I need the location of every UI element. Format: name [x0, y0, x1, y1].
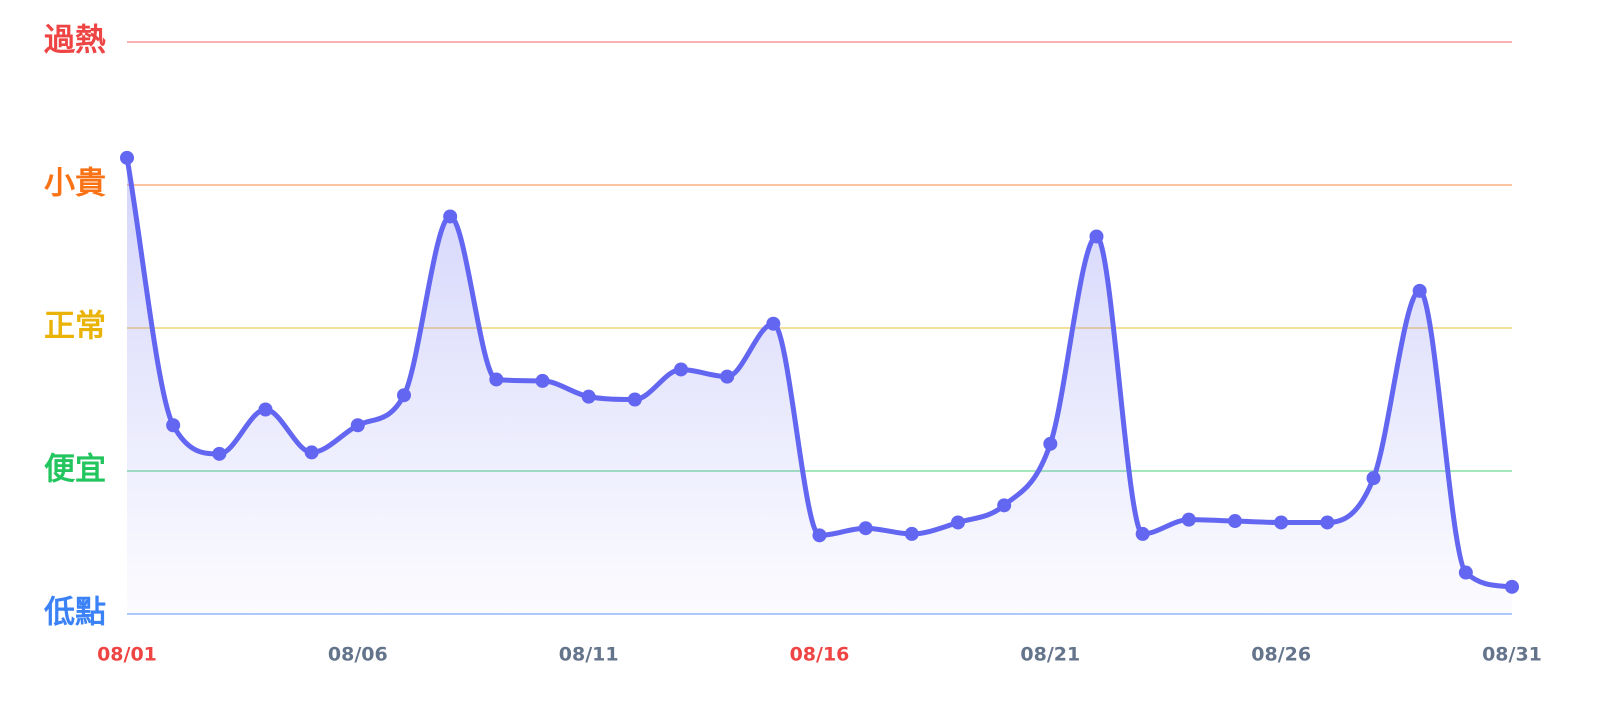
point — [812, 528, 827, 543]
point — [212, 446, 227, 461]
point — [766, 316, 781, 331]
point — [166, 418, 181, 433]
point — [1412, 283, 1427, 298]
point — [120, 150, 134, 165]
y-tick-label: 便宜 — [44, 452, 106, 488]
x-tick-label: 08/16 — [790, 644, 850, 666]
y-tick-label: 過熱 — [44, 23, 106, 59]
point — [1366, 471, 1381, 486]
point — [1181, 512, 1196, 527]
point — [581, 389, 596, 404]
point — [674, 362, 688, 377]
y-tick-label: 小貴 — [44, 166, 106, 202]
point — [1505, 579, 1519, 594]
y-tick-label: 低點 — [43, 595, 106, 631]
x-tick-label: 08/21 — [1020, 644, 1080, 666]
point — [258, 402, 273, 417]
point — [1274, 515, 1289, 530]
point — [489, 372, 504, 387]
x-tick-label: 08/01 — [97, 644, 157, 666]
point — [904, 526, 919, 541]
point — [1135, 526, 1150, 541]
x-tick-label: 08/06 — [328, 644, 388, 666]
point — [627, 392, 642, 407]
point — [443, 209, 458, 224]
point — [997, 498, 1012, 513]
point — [951, 515, 965, 530]
point — [858, 521, 873, 536]
x-tick-label: 08/26 — [1251, 644, 1311, 666]
point — [397, 388, 411, 403]
y-tick-label: 正常 — [44, 309, 106, 345]
point — [350, 418, 365, 433]
area — [127, 157, 1512, 614]
point — [535, 373, 550, 388]
point — [720, 369, 735, 384]
point — [1228, 514, 1242, 529]
point — [1458, 565, 1473, 580]
point — [1320, 515, 1335, 530]
x-tick-label: 08/11 — [559, 644, 619, 666]
x-tick-label: 08/31 — [1482, 644, 1542, 666]
point — [304, 445, 319, 460]
point — [1089, 229, 1104, 244]
point — [1043, 436, 1058, 451]
